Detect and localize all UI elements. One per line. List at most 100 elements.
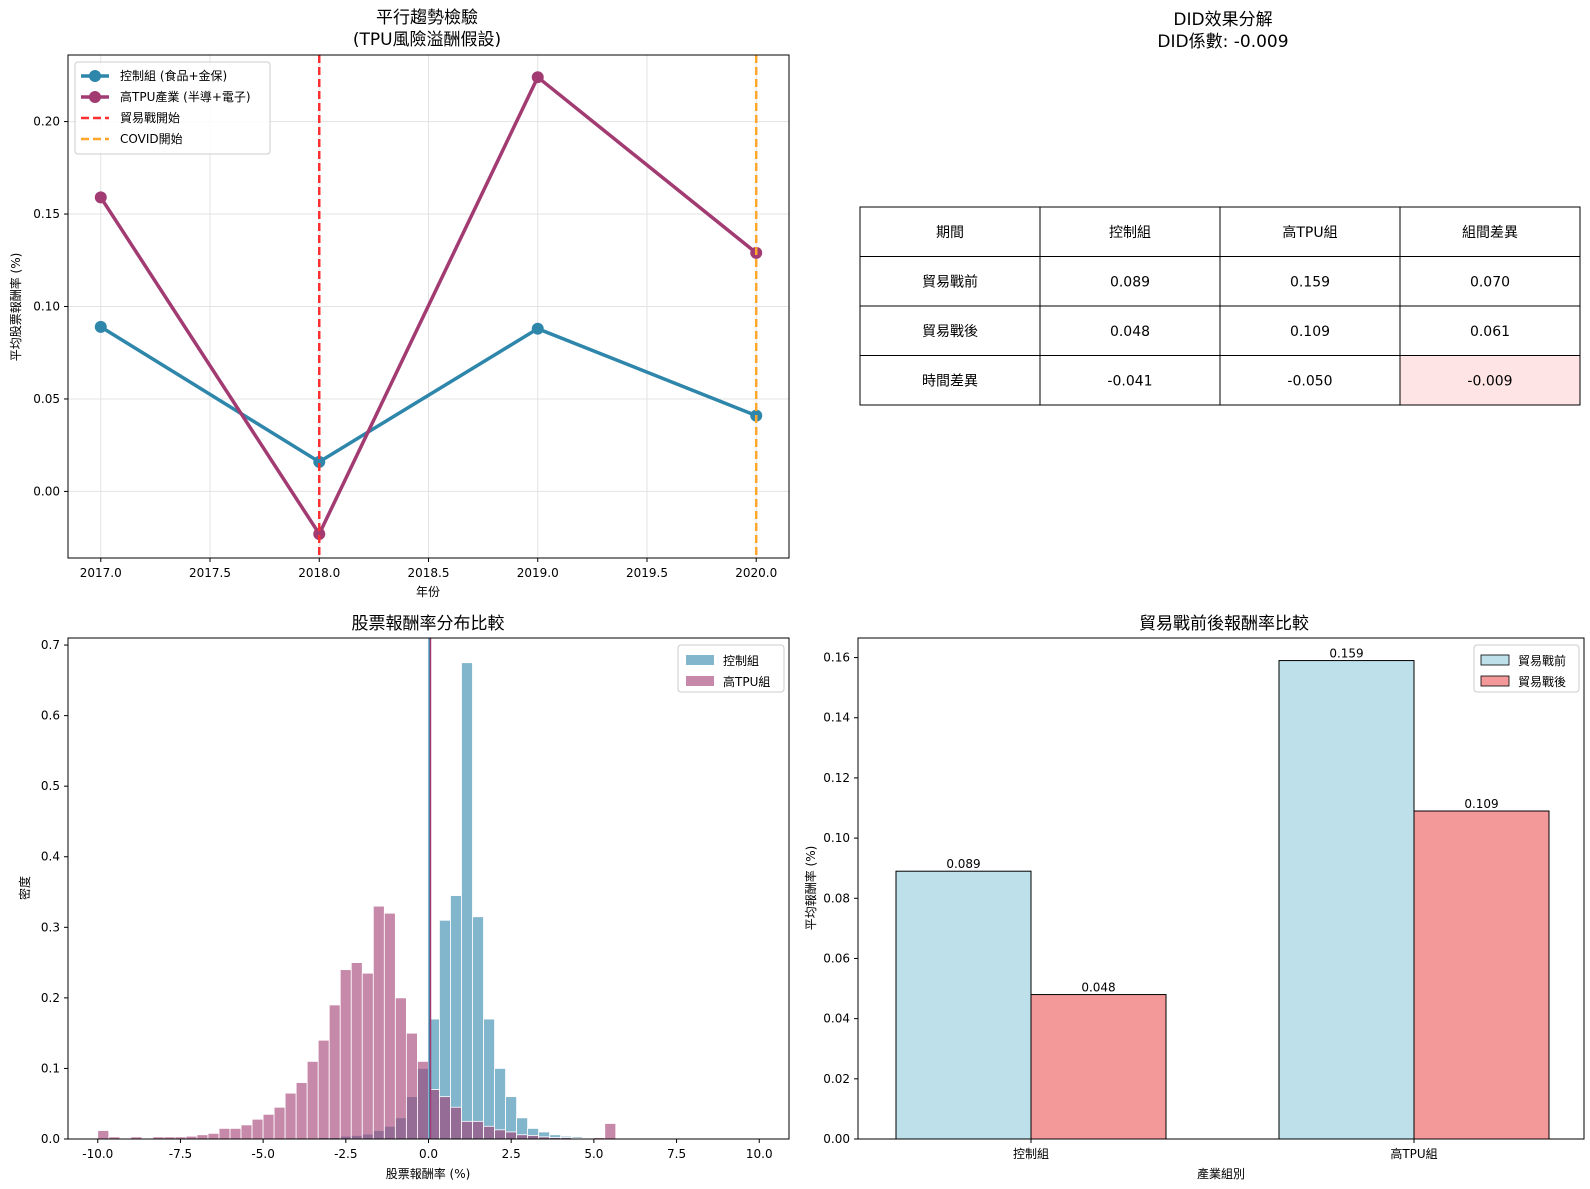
legend-marker (89, 70, 101, 82)
table-header-text: 控制組 (1109, 225, 1151, 241)
y-tick-label: 0.0 (41, 1132, 60, 1146)
y-tick-label: 0.6 (41, 709, 60, 723)
x-tick-label: 2017.0 (80, 566, 122, 580)
histogram-bar (207, 1132, 220, 1140)
table-header-text: 組間差異 (1462, 225, 1518, 241)
histogram-bar (262, 1113, 275, 1140)
table-title: DID效果分解 DID係數: -0.009 (1157, 10, 1288, 52)
x-tick-label: 2018.5 (408, 566, 450, 580)
legend-label: 控制組 (723, 654, 759, 668)
table-cell (1039, 305, 1221, 356)
x-tick-label: 2.5 (502, 1147, 521, 1161)
histogram-bar (251, 1118, 264, 1140)
histogram-bar (196, 1134, 209, 1140)
y-tick-label: 0.16 (823, 651, 850, 665)
histogram-bar (372, 905, 385, 1140)
table-cell-text: 0.109 (1290, 324, 1330, 340)
y-tick-label: 0.02 (823, 1072, 850, 1086)
table-cell (1039, 355, 1221, 406)
histogram-bar (483, 1018, 495, 1140)
histogram-bar (97, 1130, 110, 1140)
x-axis-label: 股票報酬率 (%) (386, 1166, 471, 1181)
table-cell (859, 305, 1041, 356)
bar (1030, 994, 1167, 1140)
x-tick-label: 10.0 (746, 1147, 773, 1161)
x-tick-label: 0.0 (419, 1147, 438, 1161)
x-tick-label: 控制組 (1013, 1147, 1049, 1161)
legend-marker (89, 91, 101, 103)
table-cell-text: 0.089 (1110, 274, 1150, 290)
legend-swatch (1480, 675, 1510, 687)
x-tick-label: -5.0 (251, 1147, 274, 1161)
table-cell-text: 貿易戰前 (922, 273, 978, 290)
legend-swatch (686, 655, 714, 665)
histogram-bar (273, 1106, 286, 1140)
histogram-bar (472, 1120, 484, 1140)
y-tick-label: 0.15 (33, 207, 60, 221)
legend-label: 貿易戰開始 (120, 111, 180, 125)
data-point (313, 527, 326, 540)
x-tick-label: 高TPU組 (1390, 1146, 1437, 1161)
table-cell-text: -0.050 (1287, 373, 1332, 389)
data-label: 0.159 (1329, 647, 1363, 661)
chart-title: 平行趨勢檢驗(TPU風險溢酬假設) (353, 8, 501, 50)
legend-swatch (1480, 654, 1510, 666)
histogram-bar (483, 1125, 495, 1140)
table-cell (1219, 206, 1401, 257)
histogram-bar (516, 1134, 529, 1140)
plot-frame (857, 637, 1585, 1140)
y-tick-label: 0.12 (823, 771, 850, 785)
table-cell (1039, 206, 1221, 257)
table-cell (1399, 256, 1581, 307)
bar (1413, 810, 1550, 1140)
plot-marks (97, 638, 617, 1140)
histogram-bar (394, 997, 407, 1140)
y-tick-label: 0.10 (823, 831, 850, 845)
legend-label: 高TPU產業 (半導+電子) (120, 89, 251, 104)
histogram-bar (317, 1039, 330, 1140)
histogram-bar (240, 1124, 253, 1140)
y-tick-label: 0.2 (41, 991, 60, 1005)
histogram-bar (229, 1128, 242, 1140)
histogram-bar (450, 895, 462, 1140)
x-tick-label: 2019.0 (517, 566, 559, 580)
table-cell (1399, 355, 1581, 406)
legend-label: 貿易戰後 (1518, 675, 1566, 689)
y-axis-label: 密度 (17, 876, 32, 900)
legend-swatch (686, 676, 714, 686)
legend: 控制組 (食品+金保) 高TPU產業 (半導+電子) 貿易戰開始 COVID開始 (74, 61, 271, 155)
y-tick-label: 0.4 (41, 850, 60, 864)
x-axis-label: 年份 (416, 585, 440, 599)
axis-ticks: 2017.0 2017.5 2018.0 2018.5 2019.0 2019.5 2020… (33, 115, 777, 580)
histogram-bar (494, 1068, 506, 1140)
table-header-text: 高TPU組 (1282, 224, 1337, 241)
histogram-bar (461, 662, 473, 1140)
histogram-bar (472, 916, 484, 1140)
histogram-bar (350, 962, 363, 1140)
table-cell (1399, 305, 1581, 356)
table-cell-text: -0.009 (1467, 373, 1512, 389)
chart-title: 股票報酬率分布比較 (352, 614, 505, 634)
histogram-bar (383, 912, 396, 1140)
histogram-bar (339, 969, 352, 1140)
legend-label: COVID開始 (120, 132, 183, 146)
y-tick-label: 0.00 (823, 1132, 850, 1146)
y-tick-label: 0.08 (823, 891, 850, 905)
histogram-bar (505, 1131, 517, 1140)
y-tick-label: 0.1 (41, 1061, 60, 1075)
data-label: 0.048 (1081, 981, 1115, 995)
return-distribution-chart: 股票報酬率分布比較 -10.0 -7.5 -5.0 -2.5 0.0 2.5 5.0 7.5 1… (17, 614, 790, 1181)
histogram-bar (527, 1135, 540, 1140)
legend-box (74, 61, 271, 155)
data-point (94, 191, 107, 204)
data-label: 0.109 (1464, 797, 1498, 811)
histogram-bar (416, 1060, 429, 1140)
y-tick-label: 0.20 (33, 115, 60, 129)
title-line: 平行趨勢檢驗 (376, 8, 478, 28)
histogram-bar (328, 1004, 341, 1140)
histogram-bar (439, 1096, 451, 1140)
x-tick-label: -7.5 (169, 1147, 192, 1161)
data-point (531, 71, 544, 84)
